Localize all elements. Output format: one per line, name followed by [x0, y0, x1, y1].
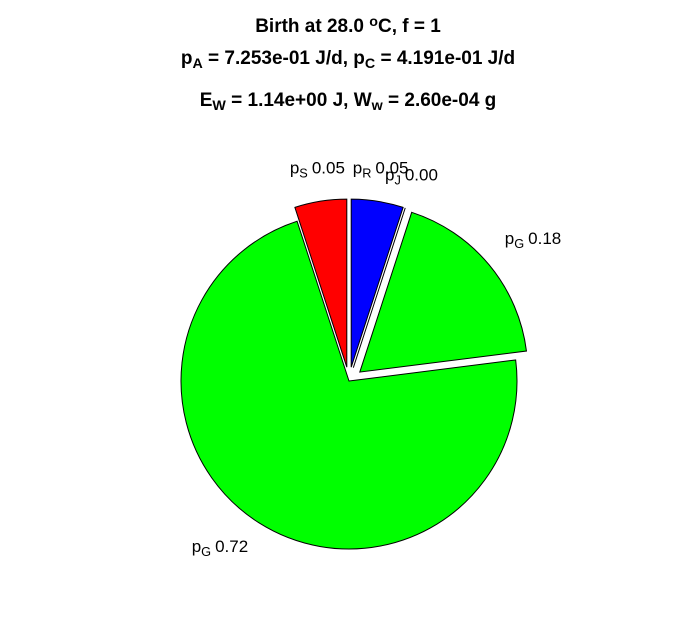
script-text: S	[299, 165, 308, 180]
text-part: p	[385, 166, 394, 185]
pie-slice	[294, 198, 348, 368]
pie-slice	[350, 198, 404, 368]
text-part: p	[353, 158, 362, 177]
script-text: W	[212, 98, 226, 114]
slice-label: pG 0.72	[192, 537, 248, 559]
text-part: Birth at 28.0	[255, 16, 369, 37]
pie-slice	[180, 220, 518, 550]
slice-label: pR 0.05	[353, 158, 409, 180]
script-text: o	[369, 14, 378, 30]
text-part: p	[505, 229, 514, 248]
text-part: E	[200, 90, 213, 111]
script-text: R	[362, 165, 371, 180]
value-label: 0.18	[528, 229, 561, 248]
value-label: 0.05	[312, 158, 345, 177]
slice-label: pJ 0.00	[385, 166, 438, 188]
script-text: J	[394, 173, 400, 188]
script-text: G	[514, 236, 524, 251]
text-part: p	[290, 158, 299, 177]
chart-title: Birth at 28.0 oC, f = 1	[255, 14, 441, 37]
text-part: p	[181, 48, 193, 69]
text-part: p	[192, 537, 201, 556]
script-text: A	[192, 56, 202, 72]
script-text: G	[201, 544, 211, 559]
script-text: w	[371, 98, 384, 114]
pie-slice	[359, 211, 528, 373]
value-label: 0.00	[405, 166, 438, 185]
value-label: 0.72	[215, 537, 248, 556]
script-text: C	[365, 56, 375, 72]
text-part: C, f = 1	[378, 16, 441, 37]
value-label: 0.05	[375, 158, 408, 177]
text-part: = 7.253e-01 J/d, p	[203, 48, 365, 69]
text-part: = 4.191e-01 J/d	[375, 48, 515, 69]
pie-slice	[352, 207, 406, 368]
chart-title: pA = 7.253e-01 J/d, pC = 4.191e-01 J/d	[181, 48, 515, 72]
text-part: = 2.60e-04 g	[383, 90, 497, 111]
slice-label: pS 0.05	[290, 158, 345, 180]
slice-label: pG 0.18	[505, 229, 561, 251]
text-part: = 1.14e+00 J, W	[226, 90, 372, 111]
chart-title: EW = 1.14e+00 J, Ww = 2.60e-04 g	[200, 90, 497, 114]
